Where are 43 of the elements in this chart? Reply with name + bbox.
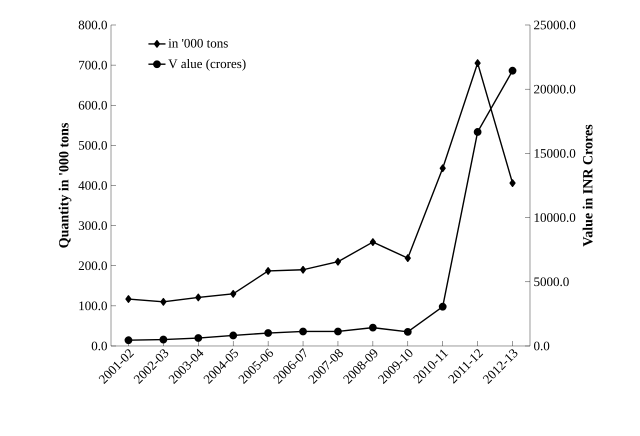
y2-tick-label: 10000.0 [534, 213, 576, 222]
y-tick-label: 400.0 [78, 181, 107, 190]
y-tick-label: 0.0 [92, 342, 107, 350]
y-tick-label: 100.0 [79, 301, 107, 310]
point [125, 295, 132, 303]
point [334, 328, 342, 336]
point [229, 332, 238, 340]
point [160, 298, 166, 306]
point [440, 164, 446, 172]
point [265, 267, 272, 275]
legend-label: in '000 tons [168, 38, 228, 48]
point [159, 336, 168, 344]
point [194, 334, 202, 342]
point [474, 59, 481, 68]
point [438, 302, 447, 311]
y-tick-label: 700.0 [79, 60, 107, 70]
point [195, 294, 202, 302]
point [474, 128, 482, 136]
y2-tick-label: 20000.0 [534, 84, 576, 94]
legend-label: V alue (crores) [168, 58, 246, 71]
y2-axis-title: Value in INR Crores [582, 124, 593, 246]
point [404, 254, 411, 262]
y2-tick-label: 0.0 [534, 342, 550, 350]
point [299, 328, 307, 336]
point [264, 329, 272, 337]
point [124, 336, 132, 344]
point [300, 266, 306, 274]
y2-tick-label: 25000.0 [534, 20, 576, 30]
point [230, 290, 236, 298]
point [509, 179, 516, 187]
y-tick-label: 500.0 [78, 140, 107, 150]
y-tick-label: 800.0 [78, 20, 107, 30]
point [334, 258, 342, 266]
point [404, 328, 412, 336]
y-tick-label: 300.0 [78, 221, 107, 230]
y-tick-label: 600.0 [78, 100, 107, 110]
point [370, 238, 376, 246]
y-tick-label: 200.0 [78, 261, 107, 270]
y2-tick-label: 5000.0 [534, 277, 569, 286]
y-axis-title: Quantity in '000 tons [58, 123, 72, 248]
point [368, 324, 377, 332]
y2-tick-label: 15000.0 [534, 148, 576, 158]
point [508, 66, 516, 75]
